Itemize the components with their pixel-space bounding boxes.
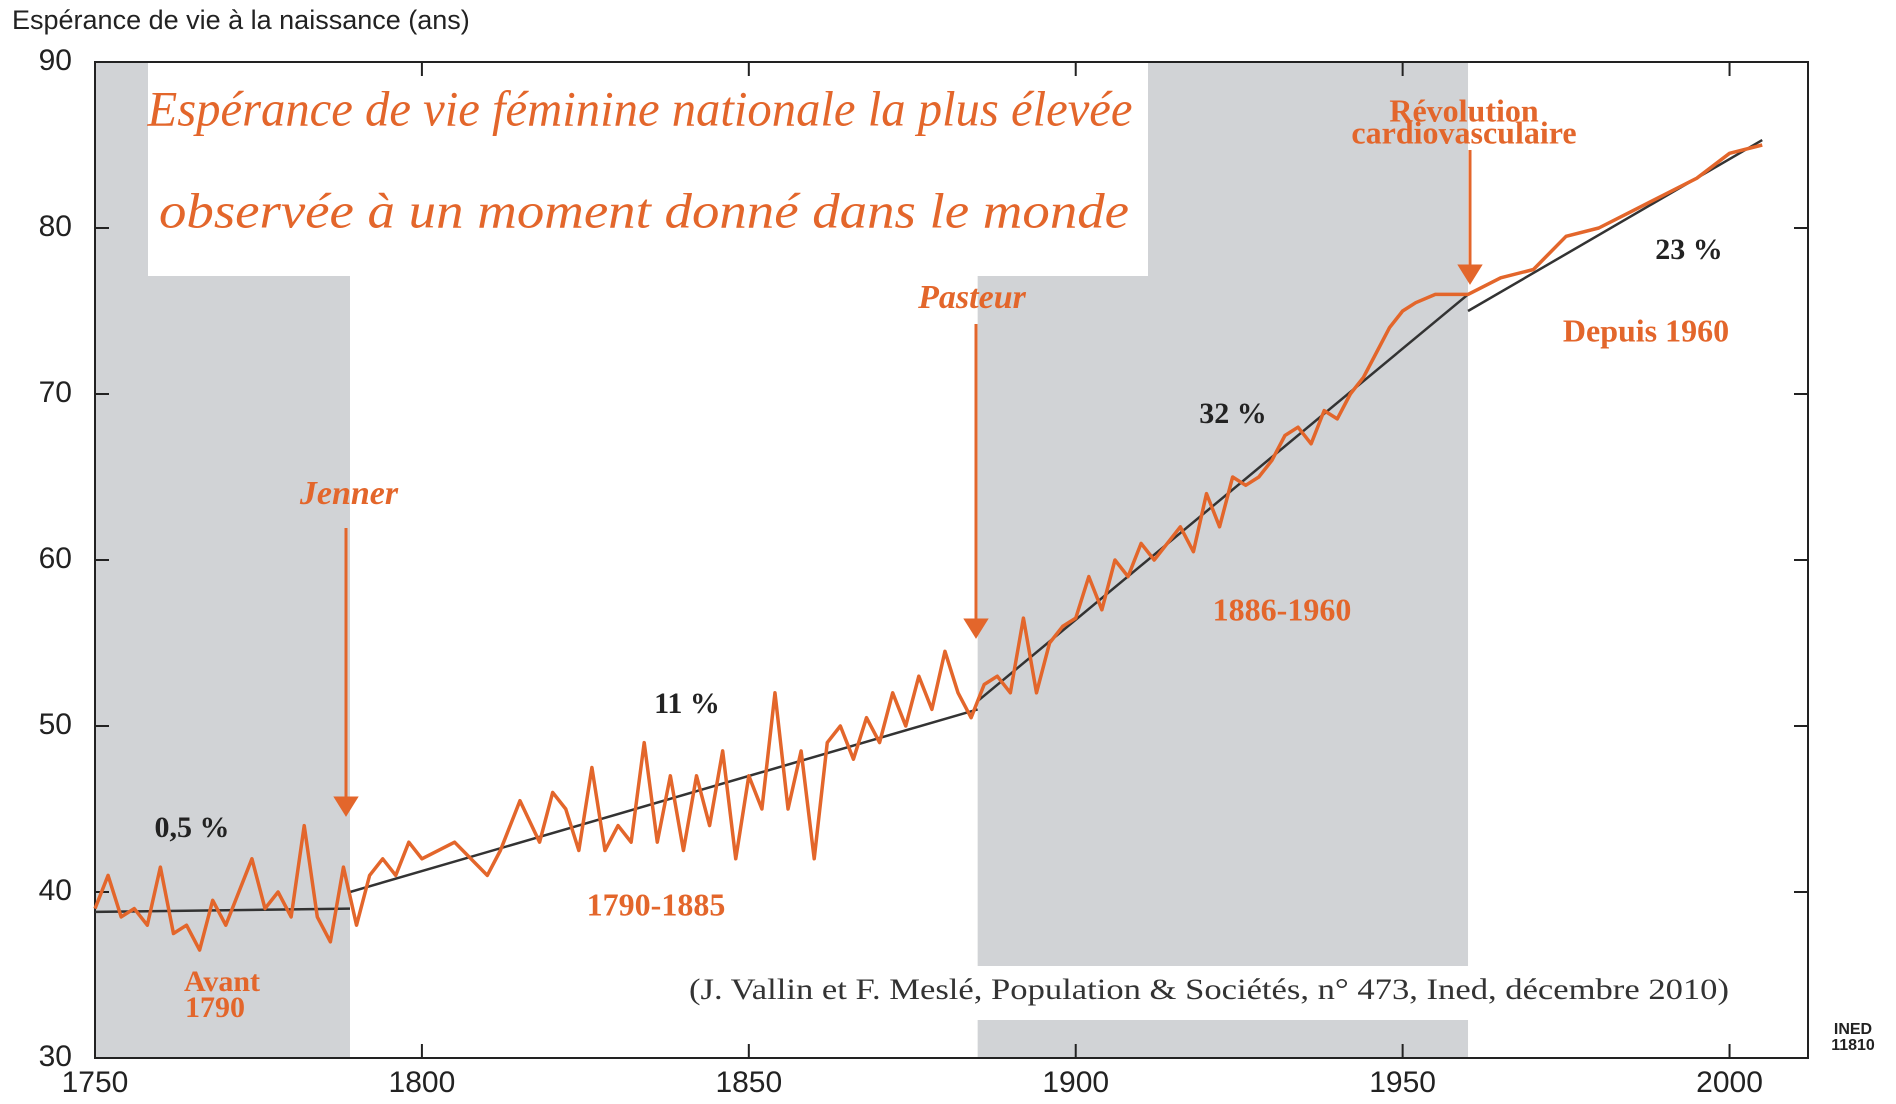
- x-tick-label: 1800: [389, 1066, 456, 1099]
- annotation: INED: [1834, 1021, 1872, 1038]
- y-tick-label: 30: [39, 1040, 72, 1073]
- y-tick-label: 40: [39, 874, 72, 907]
- annotation: 23 %: [1655, 233, 1723, 266]
- x-tick-label: 1900: [1042, 1066, 1109, 1099]
- x-tick-label: 1750: [62, 1066, 129, 1099]
- y-tick-label: 60: [39, 542, 72, 575]
- y-tick-label: 90: [39, 44, 72, 77]
- y-tick-label: 50: [39, 708, 72, 741]
- annotation: Jenner: [299, 475, 399, 512]
- y-tick-label: 80: [39, 210, 72, 243]
- x-tick-label: 1950: [1369, 1066, 1436, 1099]
- data-line: [93, 143, 1763, 952]
- annotation: (J. Vallin et F. Meslé, Population & Soc…: [689, 973, 1729, 1006]
- x-tick-label: 2000: [1696, 1066, 1763, 1099]
- annotation: 11 %: [654, 687, 720, 720]
- x-tick-label: 1850: [715, 1066, 782, 1099]
- arrow-head: [1457, 264, 1483, 285]
- y-axis-label: Espérance de vie à la naissance (ans): [12, 5, 470, 35]
- annotation: 32 %: [1199, 397, 1267, 430]
- annotation: Avant: [184, 965, 260, 998]
- annotation: 1886-1960: [1213, 591, 1352, 627]
- trend-line: [1467, 138, 1763, 313]
- title-line: Espérance de vie féminine nationale la p…: [147, 80, 1133, 136]
- y-tick-label: 70: [39, 376, 72, 409]
- title-box: [148, 62, 1148, 276]
- annotation: cardiovasculaire: [1351, 114, 1576, 150]
- annotation: 1790: [185, 991, 245, 1024]
- annotation: Révolution: [1389, 92, 1539, 128]
- source-box: [680, 966, 1738, 1020]
- annotation: 0,5 %: [155, 811, 230, 844]
- annotation: Depuis 1960: [1563, 312, 1729, 348]
- annotation: 1790-1885: [587, 886, 726, 922]
- annotation: 11810: [1831, 1037, 1875, 1054]
- arrow-head: [963, 618, 989, 639]
- annotation: Pasteur: [917, 279, 1026, 316]
- arrow-head: [333, 796, 359, 817]
- arrows: [333, 150, 1483, 817]
- title-line: observée à un moment donné dans le monde: [159, 182, 1129, 238]
